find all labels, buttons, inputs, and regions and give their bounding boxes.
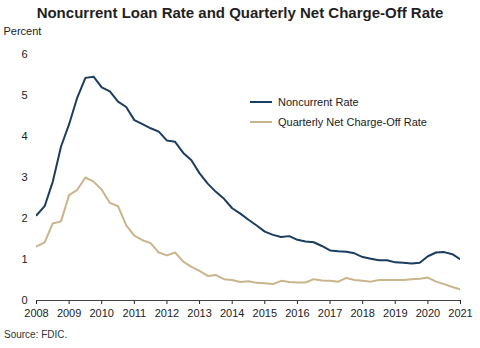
svg-text:2019: 2019 bbox=[383, 307, 407, 319]
svg-text:3: 3 bbox=[21, 171, 27, 183]
html-text:Noncurrent Rate: Noncurrent Rate bbox=[278, 96, 359, 108]
svg-text:4: 4 bbox=[21, 130, 27, 142]
svg-text:2020: 2020 bbox=[416, 307, 440, 319]
svg-text:2013: 2013 bbox=[187, 307, 211, 319]
svg-text:1: 1 bbox=[21, 253, 27, 265]
svg-text:2012: 2012 bbox=[155, 307, 179, 319]
svg-text:2018: 2018 bbox=[350, 307, 374, 319]
svg-text:2010: 2010 bbox=[89, 307, 113, 319]
svg-text:2: 2 bbox=[21, 212, 27, 224]
svg-text:5: 5 bbox=[21, 89, 27, 101]
svg-text:6: 6 bbox=[21, 48, 27, 60]
svg-text:0: 0 bbox=[21, 294, 27, 306]
html-text:Source: FDIC.: Source: FDIC. bbox=[4, 329, 68, 340]
svg-text:2015: 2015 bbox=[253, 307, 277, 319]
html-text:Noncurrent Loan Rate and Quart: Noncurrent Loan Rate and Quarterly Net C… bbox=[36, 4, 444, 21]
svg-text:Percent: Percent bbox=[4, 25, 42, 37]
html-text:Quarterly Net Charge-Off Rate: Quarterly Net Charge-Off Rate bbox=[278, 116, 427, 128]
svg-text:2009: 2009 bbox=[57, 307, 81, 319]
svg-text:2017: 2017 bbox=[318, 307, 342, 319]
svg-text:2008: 2008 bbox=[24, 307, 48, 319]
svg-text:2011: 2011 bbox=[123, 307, 147, 319]
svg-text:2016: 2016 bbox=[285, 307, 309, 319]
svg-text:2014: 2014 bbox=[220, 307, 244, 319]
svg-text:2021: 2021 bbox=[448, 307, 472, 319]
